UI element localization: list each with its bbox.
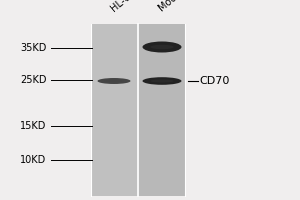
- Text: 15KD: 15KD: [20, 121, 46, 131]
- Ellipse shape: [142, 42, 182, 52]
- Text: 25KD: 25KD: [20, 75, 46, 85]
- Ellipse shape: [104, 80, 124, 82]
- Bar: [91, 24, 137, 196]
- Text: CD70: CD70: [200, 76, 230, 86]
- Ellipse shape: [98, 78, 130, 84]
- Text: 10KD: 10KD: [20, 155, 46, 165]
- Ellipse shape: [142, 77, 182, 85]
- Text: 35KD: 35KD: [20, 43, 46, 53]
- Ellipse shape: [150, 45, 174, 49]
- Ellipse shape: [150, 79, 174, 83]
- Bar: [139, 24, 185, 196]
- Text: HL-60: HL-60: [109, 0, 137, 14]
- Bar: [92, 24, 186, 196]
- Text: Mouse liver: Mouse liver: [157, 0, 206, 14]
